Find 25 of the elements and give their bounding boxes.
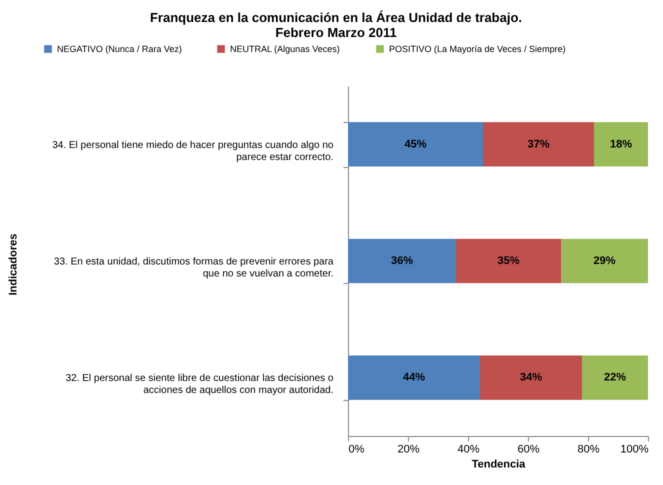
data-label: 36% bbox=[390, 255, 414, 267]
x-tick-label: 60% bbox=[517, 444, 540, 456]
data-label: 44% bbox=[402, 372, 426, 384]
x-tick-label: 20% bbox=[397, 444, 420, 456]
x-tick-label: 100% bbox=[620, 444, 649, 456]
legend-label: NEUTRAL (Algunas Veces) bbox=[230, 44, 340, 54]
text: Franqueza en la comunicación en la Área Unidad de trabajo. bbox=[150, 10, 522, 25]
x-tick-label: 80% bbox=[577, 444, 600, 456]
x-axis-title: Tendencia bbox=[472, 458, 526, 470]
y-axis-title: Indicadores bbox=[8, 234, 20, 296]
data-label: 18% bbox=[610, 138, 632, 150]
data-label: 22% bbox=[604, 372, 626, 384]
legend-label: POSITIVO (La Mayoría de Veces / Siempre) bbox=[389, 44, 566, 54]
data-label: 29% bbox=[593, 255, 616, 267]
y-tick-label: 33. En esta unidad, discutimos formas de prevenir errores para que no se vuelvan a cometer. bbox=[54, 256, 334, 280]
y-tick-label: 34. El personal tiene miedo de hacer preguntas cuando algo no parece estar correcto. bbox=[52, 140, 334, 163]
x-tick-label: 40% bbox=[457, 444, 480, 456]
text: Febrero Marzo 2011 bbox=[275, 25, 397, 40]
data-label: 37% bbox=[527, 138, 550, 150]
x-tick-label: 0% bbox=[348, 444, 365, 456]
y-tick-label: 32. El personal se siente libre de cuestionar las decisiones o acciones de aquellos con mayor autoridad. bbox=[66, 373, 334, 396]
data-label: 34% bbox=[520, 372, 542, 384]
legend-label: NEGATIVO (Nunca / Rara Vez) bbox=[57, 44, 182, 54]
data-label: 45% bbox=[404, 138, 427, 150]
data-label: 35% bbox=[497, 255, 520, 267]
